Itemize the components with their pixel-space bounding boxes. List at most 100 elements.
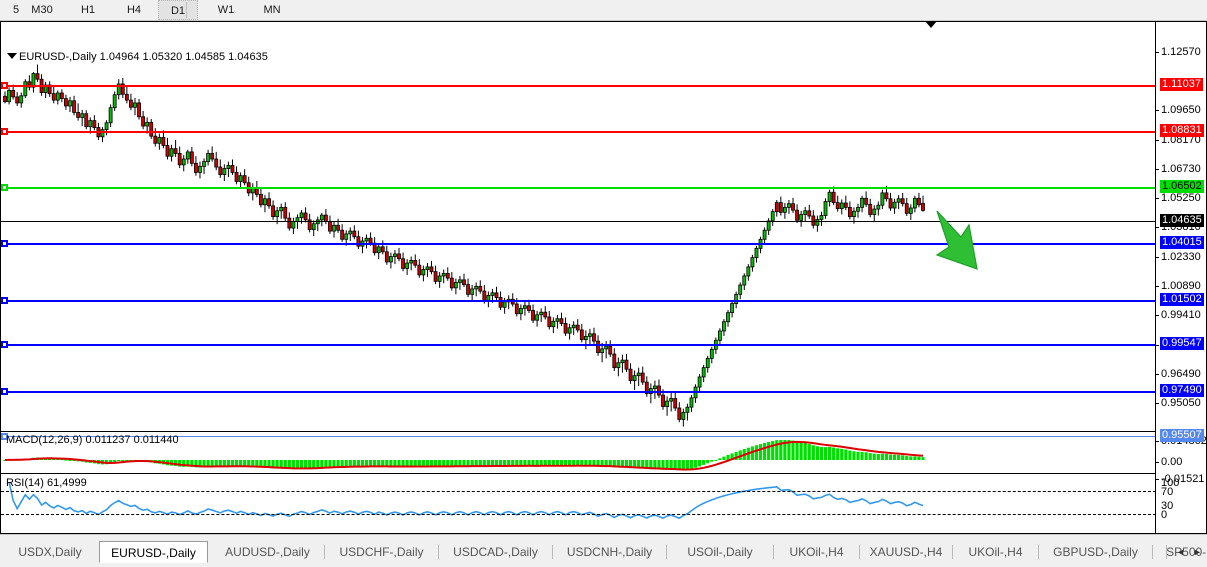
pane-separator-macd — [1, 431, 1156, 432]
price-tick-label: 1.06730 — [1161, 163, 1201, 175]
level-handle[interactable] — [1, 433, 8, 440]
price-tick-label: 0.95050 — [1161, 397, 1201, 409]
price-plot — [3, 64, 925, 520]
chart-frame[interactable]: EURUSD-,Daily 1.04964 1.05320 1.04585 1.… — [0, 21, 1207, 554]
level-price-label[interactable]: 0.97490 — [1160, 384, 1204, 397]
level-price-label[interactable]: 1.04015 — [1160, 236, 1204, 249]
price-tick-label: 1.00890 — [1161, 280, 1201, 292]
tab-scroll-right-button[interactable]: ► — [1193, 547, 1202, 557]
tab-scroll-left-button[interactable]: ◄ — [1176, 547, 1185, 557]
price-tick — [1155, 315, 1159, 316]
chart-tab-audusddaily[interactable]: AUDUSD-,Daily — [225, 545, 310, 559]
rsi-axis-label: 70 — [1161, 486, 1174, 498]
price-tick-label: 1.02330 — [1161, 251, 1201, 263]
level-line-1.04015[interactable] — [1, 243, 1155, 245]
chart-tabbar[interactable]: USDX,Daily EURUSD-,Daily AUDUSD-,Daily USDC… — [0, 534, 1207, 567]
chart-tab-eurusddaily[interactable]: EURUSD-,Daily — [99, 541, 208, 563]
level-handle[interactable] — [1, 184, 8, 191]
price-tick-label: 0.99410 — [1161, 309, 1201, 321]
timeframe-button-w1[interactable]: W1 — [217, 4, 235, 16]
price-tick-label: 1.05250 — [1161, 192, 1201, 204]
price-tick — [1155, 110, 1159, 111]
price-tick-label: 0.96490 — [1161, 368, 1201, 380]
rsi-axis-label: 30 — [1161, 500, 1174, 512]
tab-separator — [1166, 545, 1167, 559]
chart-tab-usdcnhdaily[interactable]: USDCNH-,Daily — [566, 545, 653, 559]
price-tick — [1155, 257, 1159, 258]
tab-separator — [1038, 545, 1039, 559]
level-price-label[interactable]: 1.06502 — [1160, 180, 1204, 193]
tab-separator — [324, 545, 325, 559]
price-tick-label: 1.08170 — [1161, 134, 1201, 146]
rsi-band-70 — [1, 491, 1156, 492]
macd-tick — [1155, 462, 1159, 463]
tab-separator — [438, 545, 439, 559]
level-line-0.99547[interactable] — [1, 344, 1155, 346]
level-line-1.08831[interactable] — [1, 131, 1155, 133]
current-price-line — [1, 221, 1155, 222]
bearish-arrow-annotation[interactable] — [931, 207, 1001, 287]
level-price-label[interactable]: 0.99547 — [1160, 337, 1204, 350]
level-handle[interactable] — [1, 82, 8, 89]
current-price-label: 1.04635 — [1160, 214, 1204, 227]
level-handle[interactable] — [1, 128, 8, 135]
chart-tab-xauusdh4[interactable]: XAUUSD-,H4 — [869, 545, 943, 559]
level-handle[interactable] — [1, 388, 8, 395]
timeframe-button-h1[interactable]: H1 — [80, 4, 96, 16]
level-price-label[interactable]: 1.01502 — [1160, 293, 1204, 306]
level-line-1.01502[interactable] — [1, 300, 1155, 302]
macd-tick — [1155, 441, 1159, 442]
level-price-label[interactable]: 1.08831 — [1160, 124, 1204, 137]
chart-tab-ukoilh4[interactable]: UKOil-,H4 — [789, 545, 844, 559]
price-tick — [1155, 374, 1159, 375]
level-handle[interactable] — [1, 297, 8, 304]
price-axis-line — [1155, 21, 1156, 534]
tab-separator — [1152, 545, 1153, 559]
rsi-band-30 — [1, 514, 1156, 515]
tab-separator — [666, 545, 667, 559]
level-line-1.11037[interactable] — [1, 85, 1155, 87]
tab-separator — [552, 545, 553, 559]
price-tick — [1155, 286, 1159, 287]
level-line-0.95507[interactable] — [1, 436, 1155, 437]
level-handle[interactable] — [1, 240, 8, 247]
level-handle[interactable] — [1, 341, 8, 348]
chart-tab-ukoilh4[interactable]: UKOil-,H4 — [968, 545, 1023, 559]
level-price-label[interactable]: 1.11037 — [1160, 78, 1203, 91]
timeframe-button-d1[interactable]: D1 — [158, 0, 198, 20]
price-tick — [1155, 52, 1159, 53]
chart-period-marker-icon — [925, 21, 937, 28]
tab-separator — [952, 545, 953, 559]
macd-axis-label: 0.00 — [1161, 456, 1183, 468]
price-tick-label: 1.12570 — [1161, 46, 1201, 58]
tab-separator — [859, 545, 860, 559]
chart-tab-usdcaddaily[interactable]: USDCAD-,Daily — [453, 545, 538, 559]
rsi-axis-label: 0 — [1161, 509, 1168, 521]
timeframe-button-m30[interactable]: M30 — [31, 4, 53, 16]
level-line-0.97490[interactable] — [1, 391, 1155, 393]
timeframe-toolbar: 5 M30 H1 H4 D1 W1 MN — [0, 0, 1207, 21]
price-tick — [1155, 140, 1159, 141]
price-tick-label: 1.03810 — [1161, 221, 1201, 233]
timeframe-button-h4[interactable]: H4 — [126, 4, 142, 16]
chart-tab-usoildaily[interactable]: USOil-,Daily — [687, 545, 753, 559]
price-tick — [1155, 198, 1159, 199]
tab-separator — [773, 545, 774, 559]
chart-tab-sp500h4[interactable]: SP500-,H4 — [1166, 545, 1207, 559]
chart-tab-usdxdaily[interactable]: USDX,Daily — [18, 545, 82, 559]
price-tick-label: 1.09650 — [1161, 104, 1201, 116]
toolbar-separator — [186, 2, 187, 18]
level-line-1.06502[interactable] — [1, 187, 1155, 189]
level-price-label[interactable]: 0.95507 — [1160, 429, 1204, 442]
chart-collapse-icon[interactable] — [7, 53, 17, 59]
price-tick — [1155, 227, 1159, 228]
macd-tick — [1155, 479, 1159, 480]
timeframe-button-5[interactable]: 5 — [12, 4, 20, 16]
rsi-label: RSI(14) 61,4999 — [6, 477, 87, 489]
price-tick — [1155, 169, 1159, 170]
chart-tab-usdchfdaily[interactable]: USDCHF-,Daily — [339, 545, 424, 559]
price-tick — [1155, 403, 1159, 404]
chart-tab-gbpusddaily[interactable]: GBPUSD-,Daily — [1053, 545, 1138, 559]
rsi-axis-label: 100 — [1161, 477, 1180, 489]
timeframe-button-mn[interactable]: MN — [263, 4, 281, 16]
